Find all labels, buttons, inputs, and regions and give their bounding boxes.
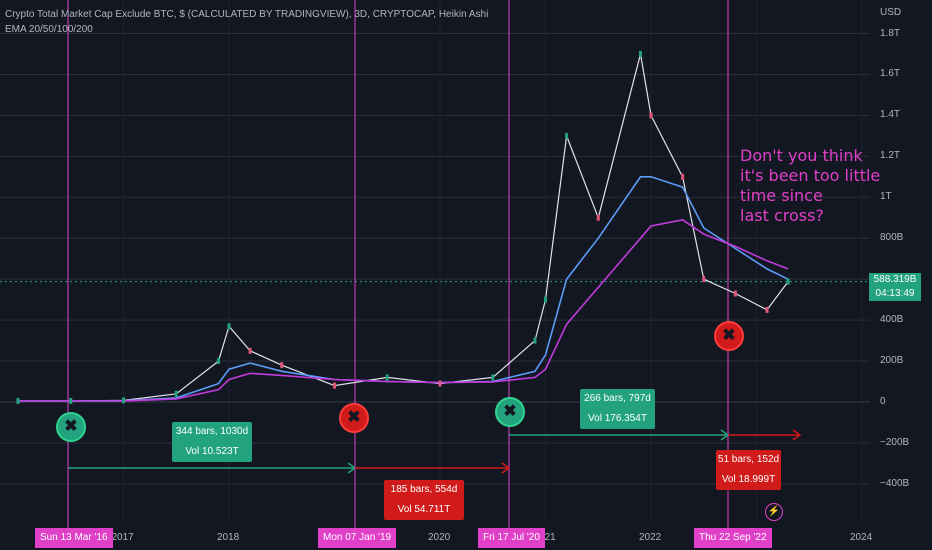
annotation-line: Don't you think xyxy=(740,146,863,165)
y-tick-label: 1.8T xyxy=(880,27,901,39)
lightning-icon[interactable]: ⚡ xyxy=(765,503,783,521)
annotation-line: it's been too little xyxy=(740,166,881,185)
x-tick-label: 2022 xyxy=(639,532,662,543)
candle-mark xyxy=(533,337,537,344)
y-tick-label: 1.6T xyxy=(880,68,901,80)
candle-mark xyxy=(16,397,20,404)
y-tick-label: 0 xyxy=(880,396,886,407)
annotation-line: time since xyxy=(740,186,823,205)
measure-bars: 266 bars, 797d xyxy=(584,393,651,404)
measure-box: 185 bars, 554d Vol 54.711T xyxy=(384,480,464,520)
cross-up-icon: ✖ xyxy=(495,397,525,427)
y-tick-label: −200B xyxy=(880,436,910,448)
candle-mark xyxy=(765,306,769,313)
candle-mark xyxy=(681,173,685,180)
cross-up-icon: ✖ xyxy=(56,412,86,442)
y-tick-label: 400B xyxy=(880,314,904,326)
candle-mark xyxy=(702,276,706,283)
y-tick-label: 1.2T xyxy=(880,150,901,162)
cross-date-lines xyxy=(67,0,729,528)
measure-box: 344 bars, 1030d Vol 10.523T xyxy=(172,422,252,462)
cross-down-icon: ✖ xyxy=(714,321,744,351)
candle-mark xyxy=(544,296,547,303)
candle-mark xyxy=(248,347,252,354)
date-label: Fri 17 Jul '20 xyxy=(478,528,545,548)
annotation-line: last cross? xyxy=(740,206,824,225)
candle-mark xyxy=(438,380,442,387)
ema-fast-line xyxy=(18,176,789,402)
measure-bars: 344 bars, 1030d xyxy=(175,426,249,437)
arrow-head xyxy=(792,429,802,441)
ema-slow-line xyxy=(18,218,789,402)
candle-mark xyxy=(333,382,336,389)
y-tick-label: 1T xyxy=(880,191,892,203)
measure-bars: 185 bars, 554d xyxy=(390,484,458,495)
measure-volume: Vol 10.523T xyxy=(185,446,239,457)
measure-bars: 51 bars, 152d xyxy=(717,454,780,465)
annotation-text: Don't you think it's been too little tim… xyxy=(740,146,880,226)
candle-mark xyxy=(638,51,642,58)
x-tick-label: 2024 xyxy=(850,532,873,543)
candle-mark xyxy=(596,214,600,221)
bar-countdown: 04:13:49 xyxy=(875,288,915,299)
candle-mark xyxy=(385,374,389,381)
x-tick-label: 2020 xyxy=(428,532,451,543)
candle-mark xyxy=(565,132,569,139)
measure-arrows xyxy=(68,429,802,474)
current-price: 588.319B xyxy=(873,274,917,285)
x-tick-label: 2017 xyxy=(111,532,134,543)
date-label: Sun 13 Mar '16 xyxy=(35,528,113,548)
candle-mark xyxy=(216,358,220,365)
measure-volume: Vol 54.711T xyxy=(397,504,451,515)
y-tick-label: 800B xyxy=(880,232,904,244)
date-label: Mon 07 Jan '19 xyxy=(318,528,397,548)
candle-mark xyxy=(280,362,284,369)
current-price-tag: 588.319B 04:13:49 xyxy=(869,273,921,301)
measure-box: 51 bars, 152d Vol 18.999T xyxy=(716,450,781,490)
candle-mark xyxy=(122,397,125,404)
grid-lines xyxy=(0,0,870,522)
y-tick-label: 1.4T xyxy=(880,109,901,121)
cross-down-icon: ✖ xyxy=(339,403,369,433)
currency-label: USD xyxy=(880,7,902,18)
price-series xyxy=(16,51,790,404)
candle-mark xyxy=(174,390,178,397)
heikin-ashi-line xyxy=(18,53,789,402)
measure-volume: Vol 18.999T xyxy=(721,474,776,485)
x-tick-label: 2018 xyxy=(217,532,240,543)
arrow-head xyxy=(501,462,511,474)
measure-volume: Vol 176.354T xyxy=(588,413,647,424)
measure-box: 266 bars, 797d Vol 176.354T xyxy=(580,389,655,429)
candle-mark xyxy=(69,397,73,404)
candle-mark xyxy=(786,278,790,285)
indicator-label: EMA 20/50/100/200 xyxy=(5,24,93,35)
candle-mark xyxy=(733,290,737,297)
y-tick-label: −400B xyxy=(880,477,910,489)
y-tick-label: 200B xyxy=(880,355,904,367)
date-label: Thu 22 Sep '22 xyxy=(694,528,772,548)
candle-mark xyxy=(227,323,231,330)
candle-mark xyxy=(649,112,653,119)
candle-mark xyxy=(491,374,495,381)
chart-title: Crypto Total Market Cap Exclude BTC, $ (… xyxy=(5,9,489,20)
